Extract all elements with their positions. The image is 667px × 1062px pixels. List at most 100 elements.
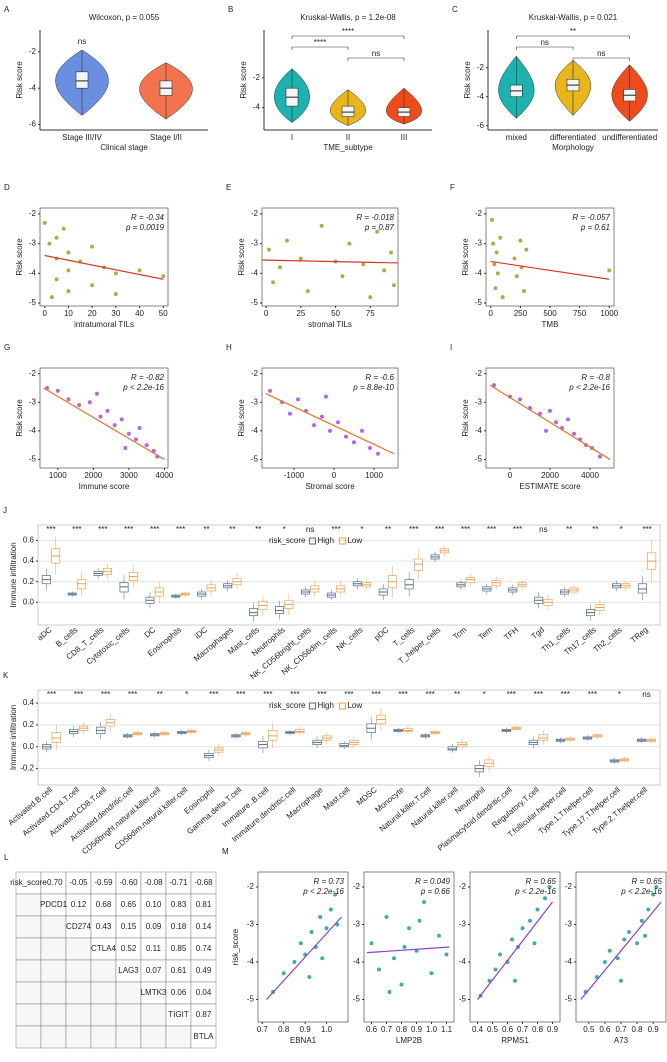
point (66, 289, 71, 294)
y-axis-label: Risk score (15, 238, 24, 276)
y-tick-label: -6 (29, 120, 37, 129)
x-tick-label: pDC (372, 625, 390, 642)
significance: *** (263, 690, 272, 699)
point (554, 420, 558, 425)
y-axis-label: risk_score (231, 928, 240, 965)
bracket (291, 46, 349, 50)
panel-label: J (3, 506, 7, 515)
x-tick-label: Th2_cells (592, 625, 624, 654)
legend-title: risk_score (269, 701, 306, 710)
y-tick-label: -4 (565, 957, 573, 966)
cell (140, 1003, 167, 1027)
stat-annotation: p = 0.87 (364, 223, 395, 232)
x-tick-label: Activated.B.cell (6, 785, 54, 827)
x-axis-label: TMB (542, 320, 559, 329)
point (384, 915, 389, 919)
panel-label: L (4, 853, 9, 862)
point (324, 394, 328, 399)
x-tick-label: 10 (64, 309, 73, 318)
y-tick-label: -5 (459, 995, 467, 1004)
cell (90, 959, 117, 983)
y-axis-label: Risk score (237, 399, 246, 437)
significance: *** (588, 690, 597, 699)
significance: ** (255, 525, 261, 534)
x-tick-label: 0.7 (517, 1025, 529, 1034)
significance: ns (597, 49, 605, 58)
point (298, 256, 303, 261)
significance: ns (642, 690, 650, 699)
x-tick-label: 0 (489, 309, 494, 318)
significance: ** (203, 525, 209, 534)
box (447, 746, 457, 751)
variable-label: CD274 (66, 922, 91, 931)
chart-title: Wilcoxon, p = 0.055 (89, 13, 160, 22)
bracket (572, 57, 630, 61)
point (328, 428, 332, 433)
corr-value: 0.52 (121, 944, 137, 953)
point (55, 388, 60, 393)
point (320, 414, 324, 419)
significance: *** (425, 690, 434, 699)
point (602, 960, 607, 964)
cell (65, 937, 92, 961)
x-tick-label: Mast.cell (322, 785, 352, 812)
significance: *** (47, 690, 56, 699)
y-tick-label: -3 (459, 920, 467, 929)
y-tick-label: -2 (29, 209, 37, 218)
significance: *** (124, 525, 133, 534)
x-tick-label: 2000 (84, 471, 102, 480)
significance: *** (209, 690, 218, 699)
x-axis-label: A73 (614, 1036, 629, 1045)
x-tick-label: Tcm (451, 625, 468, 642)
corr-value: 0.81 (196, 900, 212, 909)
stat-annotation: R = -0.6 (365, 373, 394, 382)
trend-line (489, 384, 611, 460)
point (134, 437, 138, 442)
x-tick-label: 0.8 (632, 1025, 644, 1034)
x-tick-label: differentiated (550, 133, 596, 142)
point (520, 926, 525, 931)
x-tick-label: DC (143, 625, 158, 639)
box (119, 582, 129, 593)
box (491, 580, 501, 587)
point (113, 271, 118, 276)
y-axis-label: Risk score (461, 399, 470, 437)
x-tick-label: 750 (573, 309, 587, 318)
significance: *** (642, 525, 651, 534)
corr-value: 0.49 (196, 966, 212, 975)
point (646, 907, 651, 912)
stat-annotation: p = 0.61 (580, 223, 610, 232)
variable-label: CTLA4 (91, 944, 116, 953)
significance: *** (371, 690, 380, 699)
point (528, 918, 532, 923)
legend-swatch (338, 702, 346, 710)
point (548, 408, 552, 413)
point (47, 241, 52, 246)
point (126, 431, 131, 436)
stat-annotation: p < 2.2e-16 (620, 887, 662, 896)
box (75, 71, 89, 89)
significance: *** (507, 690, 516, 699)
y-tick-label: -5 (251, 298, 259, 307)
point (61, 226, 66, 231)
cell (15, 959, 42, 983)
significance: **** (342, 27, 354, 36)
x-tick-label: 0 (264, 309, 269, 318)
legend-label: High (317, 701, 333, 710)
point (627, 930, 632, 934)
y-tick-label: -4 (459, 957, 467, 966)
cell (90, 981, 117, 1005)
point (292, 960, 297, 964)
plot-frame (261, 367, 399, 469)
trend-line (44, 254, 164, 280)
point (271, 280, 276, 285)
x-tick-label: aDC (36, 625, 54, 642)
point (66, 268, 71, 273)
cell (40, 937, 67, 961)
cell (65, 981, 92, 1005)
y-tick-label: -2 (459, 882, 467, 891)
significance: *** (317, 690, 326, 699)
y-axis-label: Risk score (15, 61, 24, 99)
trend-line (477, 901, 553, 1000)
point (514, 274, 519, 279)
